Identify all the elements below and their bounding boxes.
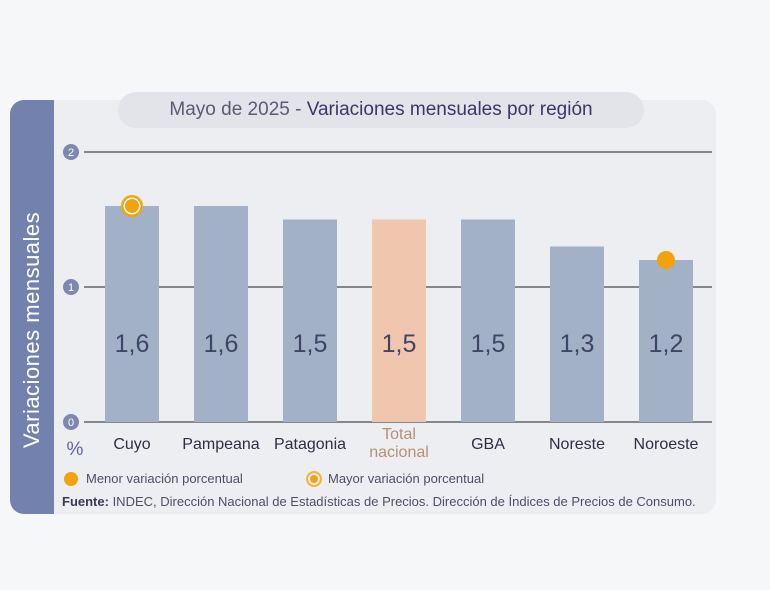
legend-min-marker-icon [64, 472, 78, 486]
category-labels: Cuyo Pampeana Patagonia Total nacional GBA Nor… [113, 426, 698, 461]
y-tick-label: 0 [68, 417, 74, 429]
y-axis-side-panel: Variaciones mensuales [10, 100, 54, 514]
legend-max: Mayor variación porcentual [306, 471, 484, 487]
min-marker [657, 251, 675, 269]
value-label: 1,5 [382, 330, 417, 358]
y-tick-marker [63, 144, 79, 160]
value-label: 1,5 [471, 330, 506, 358]
source-label: Fuente: [62, 494, 109, 509]
value-label: 1,6 [204, 330, 239, 358]
y-tick-label: 2 [68, 147, 74, 159]
category-label: Patagonia [274, 436, 346, 453]
legend-max-label: Mayor variación porcentual [328, 471, 485, 486]
y-tick-marker [63, 414, 79, 430]
bar-3 [372, 219, 426, 422]
chart-title-date: Mayo de 2025 [169, 99, 290, 120]
category-label: Total nacional [369, 426, 429, 461]
category-label: Noroeste [634, 436, 699, 453]
legend-min-label: Menor variación porcentual [86, 471, 243, 486]
bar-1 [194, 206, 248, 422]
legend-max-marker-icon [306, 471, 322, 487]
y-tick-label: 1 [68, 282, 74, 294]
value-label: 1,5 [293, 330, 328, 358]
source-text: INDEC, Dirección Nacional de Estadística… [108, 494, 696, 509]
value-labels: 1,6 1,6 1,5 1,5 1,5 1,3 1,2 [115, 330, 684, 358]
bar-2 [283, 219, 337, 422]
category-label: GBA [471, 436, 505, 453]
max-marker-dot [125, 199, 139, 213]
chart-title: Mayo de 2025 - Variaciones mensuales por… [118, 92, 644, 128]
category-label: Pampeana [182, 436, 259, 453]
source-note: Fuente: INDEC, Dirección Nacional de Est… [62, 494, 696, 509]
y-tick-marker [63, 279, 79, 295]
chart-title-separator: - [289, 99, 307, 120]
chart-title-main: Variaciones mensuales por región [306, 99, 593, 120]
value-label: 1,3 [560, 330, 595, 358]
bar-5 [550, 246, 604, 422]
category-label: Cuyo [113, 436, 150, 453]
legend-min: Menor variación porcentual [64, 471, 243, 487]
value-label: 1,2 [649, 330, 684, 358]
value-label: 1,6 [115, 330, 150, 358]
bars [105, 206, 693, 422]
category-label: Noreste [549, 436, 605, 453]
markers [121, 195, 675, 269]
bar-0 [105, 206, 159, 422]
bar-6 [639, 260, 693, 422]
bar-4 [461, 219, 515, 422]
unit-label: % [67, 439, 84, 460]
